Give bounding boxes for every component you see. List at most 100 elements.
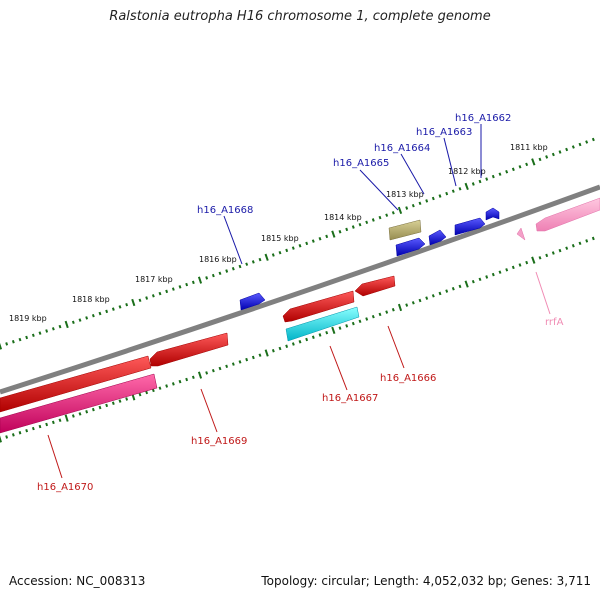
gene-h16_A1665[interactable] xyxy=(388,219,422,241)
track-tick xyxy=(445,289,449,293)
gene-h16_A1663[interactable] xyxy=(454,217,486,236)
track-tick xyxy=(11,340,15,344)
track-tick xyxy=(285,344,289,348)
label-h16_A1665[interactable]: h16_A1665 xyxy=(333,158,389,169)
track-tick xyxy=(158,386,162,390)
track-tick xyxy=(351,321,355,326)
track-tick xyxy=(358,222,362,227)
label-h16_A1669[interactable]: h16_A1669 xyxy=(191,436,247,447)
track-tick xyxy=(478,277,482,282)
track-tick xyxy=(31,333,35,338)
label-h16_A1663[interactable]: h16_A1663 xyxy=(416,127,472,138)
kbp-label-1819: 1819 kbp xyxy=(9,314,47,323)
track-tick xyxy=(51,327,55,331)
track-tick xyxy=(378,312,382,317)
track-tick xyxy=(531,158,536,166)
track-tick xyxy=(25,428,29,433)
label-h16_A1670[interactable]: h16_A1670 xyxy=(37,482,93,493)
gene-h16_A1667[interactable] xyxy=(285,306,360,342)
track-tick xyxy=(18,431,22,435)
track-tick xyxy=(178,379,182,384)
track-tick xyxy=(38,331,42,335)
track-tick xyxy=(318,333,322,337)
track-tick xyxy=(25,335,29,340)
track-tick xyxy=(191,280,195,285)
track-tick xyxy=(591,137,595,142)
track-tick xyxy=(565,246,569,250)
gene-h16_A1669-a[interactable] xyxy=(149,332,229,367)
track-tick xyxy=(205,371,209,375)
track-tick xyxy=(371,314,375,319)
track-tick xyxy=(245,357,249,362)
track-tick xyxy=(397,303,403,312)
track-tick xyxy=(245,262,249,266)
track-tick xyxy=(0,435,2,443)
track-tick xyxy=(145,296,149,300)
track-tick xyxy=(425,296,429,300)
track-tick xyxy=(365,220,369,225)
track-tick xyxy=(518,263,522,267)
track-tick xyxy=(511,265,515,270)
leader-h16_A1664 xyxy=(400,153,425,195)
track-tick xyxy=(431,294,435,298)
track-tick xyxy=(0,342,3,350)
label-rrfA[interactable]: rrfA xyxy=(545,317,564,328)
label-h16_A1666[interactable]: h16_A1666 xyxy=(380,373,436,384)
gene-h16_A1666-a[interactable] xyxy=(282,290,355,323)
track-tick xyxy=(405,206,409,210)
track-tick xyxy=(64,414,69,422)
track-tick xyxy=(345,227,349,232)
track-tick xyxy=(498,270,502,274)
label-h16_A1662[interactable]: h16_A1662 xyxy=(455,113,511,124)
track-tick xyxy=(78,318,82,322)
track-tick xyxy=(278,346,282,351)
track-tick xyxy=(78,412,82,416)
bottom-tick-track xyxy=(0,236,595,443)
gene-h16_A1664-a[interactable] xyxy=(428,229,447,246)
track-tick xyxy=(478,179,482,184)
track-tick xyxy=(31,426,35,431)
gene-h16_A1668[interactable] xyxy=(239,292,266,311)
track-tick xyxy=(391,307,395,312)
track-tick xyxy=(545,155,549,159)
label-h16_A1664[interactable]: h16_A1664 xyxy=(374,143,430,154)
track-tick xyxy=(171,287,175,291)
track-tick xyxy=(298,243,302,248)
track-tick xyxy=(538,157,542,162)
track-tick xyxy=(525,162,529,167)
track-tick xyxy=(258,257,262,262)
track-tick xyxy=(365,317,369,321)
gene-h16_A1666-b[interactable] xyxy=(354,275,396,297)
track-tick xyxy=(385,310,389,314)
gene-h16_A1670[interactable] xyxy=(0,373,158,434)
track-tick xyxy=(351,225,355,229)
track-tick xyxy=(125,302,129,307)
kbp-label-1811: 1811 kbp xyxy=(510,143,548,152)
label-h16_A1667[interactable]: h16_A1667 xyxy=(322,393,378,404)
track-tick xyxy=(578,142,582,147)
gene-rrfA[interactable] xyxy=(516,197,600,241)
track-tick xyxy=(225,364,229,369)
gene-h16_A1664-b[interactable] xyxy=(395,237,426,257)
track-tick xyxy=(318,236,322,241)
accession-text: Accession: NC_008313 xyxy=(9,574,146,588)
track-tick xyxy=(205,276,209,280)
label-h16_A1668[interactable]: h16_A1668 xyxy=(197,205,253,216)
track-tick xyxy=(311,335,315,339)
track-tick xyxy=(145,390,149,395)
track-tick xyxy=(565,147,569,152)
track-tick xyxy=(264,349,269,357)
track-tick xyxy=(397,206,403,215)
track-tick xyxy=(325,330,329,335)
track-tick xyxy=(305,337,309,342)
track-tick xyxy=(258,353,262,357)
track-tick xyxy=(138,392,142,397)
track-tick xyxy=(271,349,275,353)
track-tick xyxy=(485,275,489,279)
track-tick xyxy=(171,382,175,386)
track-tick xyxy=(118,399,122,403)
gene-h16_A1669-b[interactable] xyxy=(0,355,152,413)
gene-h16_A1662[interactable] xyxy=(485,207,500,221)
track-tick xyxy=(91,407,95,412)
